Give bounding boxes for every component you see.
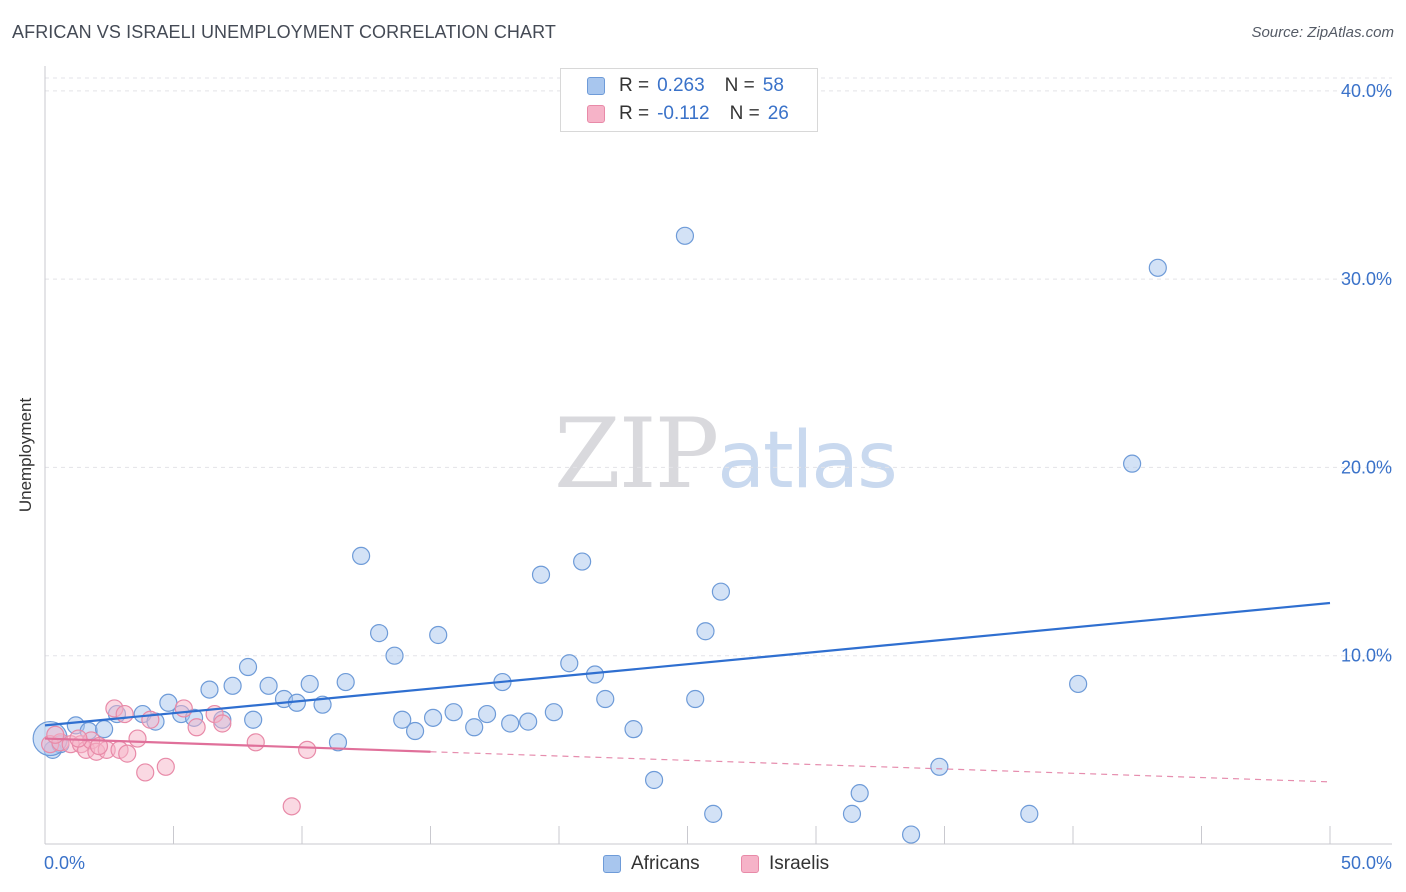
y-tick-label: 10.0% (1341, 646, 1392, 666)
africans-point (544, 703, 563, 722)
y-tick-label: 20.0% (1341, 457, 1392, 477)
africans-point (385, 646, 404, 665)
israelis-point (246, 733, 265, 752)
africans-point (850, 784, 869, 803)
legend-r-label: R = (619, 103, 650, 124)
africans-point (644, 770, 664, 790)
africans-point (531, 565, 551, 584)
legend-row-africans: R = 0.263 N = 58 (619, 74, 784, 98)
africans-point (465, 718, 484, 737)
series-label-africans: Africans (631, 853, 700, 874)
africans-point (696, 622, 715, 641)
africans-point (1123, 454, 1142, 473)
legend-r-label: R = (619, 75, 650, 96)
series-label-israelis: Israelis (769, 853, 830, 874)
israelis-point (128, 729, 147, 748)
africans-point (1069, 674, 1088, 694)
series-swatch-africans (603, 855, 621, 873)
africans-point (259, 676, 278, 695)
africans-point (352, 546, 371, 566)
africans-point (501, 714, 520, 733)
source-label: Source: ZipAtlas.com (1251, 24, 1394, 41)
africans-point (519, 712, 538, 731)
africans-point (675, 226, 695, 245)
x-tick-label: 0.0% (44, 853, 85, 873)
africans-point (560, 654, 579, 673)
africans-point (686, 689, 705, 709)
africans-point (405, 721, 425, 741)
israelis-point (46, 725, 65, 744)
legend-r-value: 0.263 (657, 75, 705, 96)
y-tick-label: 30.0% (1341, 269, 1392, 289)
africans-point (711, 582, 731, 601)
y-axis-label: Unemployment (16, 397, 35, 513)
israelis-point (298, 740, 317, 759)
legend-r-value: -0.112 (657, 103, 710, 124)
africans-point (238, 657, 258, 677)
series-legend-israelis: Israelis (741, 852, 829, 876)
legend-n-value: 58 (762, 75, 784, 96)
israelis-point (213, 714, 232, 733)
israelis-point (282, 797, 301, 816)
israelis-point (174, 699, 193, 718)
correlation-legend: R = 0.263 N = 58 R = -0.112 N = 26 (560, 68, 818, 132)
legend-n-value: 26 (767, 103, 789, 124)
africans-point (223, 676, 242, 695)
africans-point (1148, 258, 1167, 277)
legend-row-israelis: R = -0.112 N = 26 (619, 102, 789, 126)
israelis-point (187, 718, 206, 737)
chart-title: AFRICAN VS ISRAELI UNEMPLOYMENT CORRELAT… (12, 22, 556, 42)
israelis-point (156, 757, 175, 776)
x-tick-label: 50.0% (1341, 853, 1392, 873)
watermark-atlas: atlas (717, 416, 897, 506)
africans-point (704, 804, 723, 823)
watermark: ZIPatlas (554, 398, 898, 510)
israelis-trendline-extension (430, 751, 1331, 783)
africans-point (1020, 804, 1039, 823)
legend-n-label: N = (729, 103, 760, 124)
africans-point (328, 733, 348, 752)
israelis-point (136, 763, 155, 782)
africans-point (200, 680, 219, 699)
africans-point (930, 757, 949, 776)
africans-point (393, 710, 412, 729)
africans-point (244, 710, 263, 729)
africans-point (842, 804, 862, 823)
legend-swatch-africans (587, 77, 605, 95)
legend-swatch-israelis (587, 105, 605, 123)
israelis-point (89, 736, 109, 756)
africans-trendline (44, 601, 1331, 727)
africans-point (370, 624, 389, 643)
series-legend-africans: Africans (603, 852, 700, 876)
africans-point (300, 674, 319, 694)
series-swatch-israelis (741, 855, 759, 873)
africans-point (336, 672, 355, 692)
africans-point (901, 825, 921, 844)
africans-point (624, 720, 643, 739)
africans-point (423, 708, 443, 727)
y-tick-label: 40.0% (1341, 81, 1392, 101)
africans-point (596, 689, 615, 709)
africans-point (429, 625, 448, 645)
israelis-point (115, 704, 134, 724)
israelis-point (118, 744, 137, 763)
israelis-trendline (44, 737, 431, 753)
africans-point (444, 703, 463, 722)
watermark-zip: ZIP (554, 398, 719, 510)
africans-point (477, 704, 497, 724)
africans-point (573, 552, 592, 571)
legend-n-label: N = (724, 75, 755, 96)
